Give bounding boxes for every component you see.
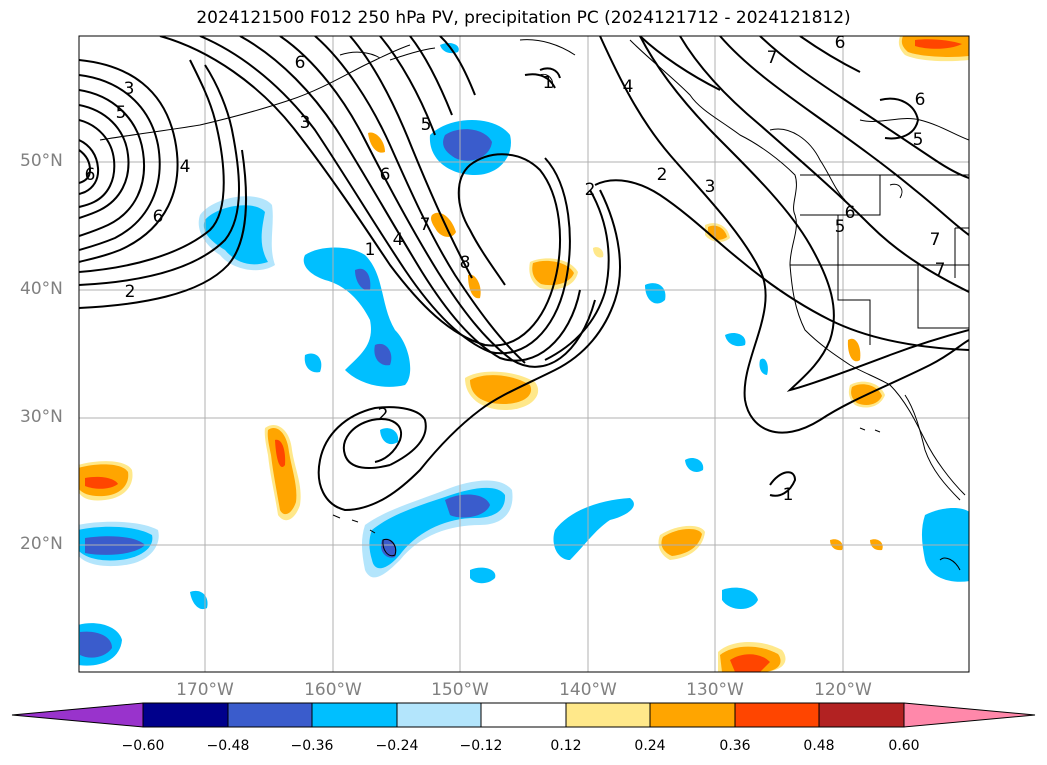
- lon-label: 140°W: [559, 680, 617, 700]
- contour-label: 7: [930, 230, 941, 250]
- colorbar-tick-label: 0.24: [634, 738, 666, 754]
- colorbar-tick-label: 0.60: [888, 738, 920, 754]
- contour-label: 3: [300, 113, 311, 133]
- contour-label: 4: [623, 77, 634, 97]
- map-frame: [78, 35, 970, 673]
- lon-label: 170°W: [176, 680, 234, 700]
- contour-label: 4: [393, 230, 404, 250]
- contour-labels: 3 5 4 6 2 6 3 5 6 7 1 4 8 1 2 3 4 2 6 7 …: [85, 33, 946, 505]
- colorbar-swatch: [649, 702, 736, 728]
- lat-label: 40°N: [20, 279, 63, 299]
- contour-label: 5: [116, 103, 127, 123]
- contour-label: 6: [295, 53, 306, 73]
- colorbar-tick-label: 0.36: [719, 738, 751, 754]
- contour-label: 2: [585, 180, 596, 200]
- lon-label: 150°W: [431, 680, 489, 700]
- contour-label: 6: [153, 207, 164, 227]
- pv-contours: [79, 36, 969, 512]
- colorbar-swatch: [565, 702, 651, 728]
- contour-label: 5: [835, 217, 846, 237]
- colorbar-tick-label: 0.48: [803, 738, 835, 754]
- lon-label: 130°W: [686, 680, 744, 700]
- lat-label: 20°N: [20, 534, 63, 554]
- contour-label: 7: [420, 215, 431, 235]
- contour-label: 3: [705, 177, 716, 197]
- lat-label: 50°N: [20, 151, 63, 171]
- map-title: 2024121500 F012 250 hPa PV, precipitatio…: [196, 8, 851, 28]
- colorbar-tick-label: −0.12: [459, 738, 503, 754]
- contour-label: 1: [365, 240, 376, 260]
- coastlines: [99, 39, 969, 571]
- contour-label: 7: [935, 260, 946, 280]
- precipitation-shading: [79, 36, 969, 672]
- contour-label: 2: [657, 165, 668, 185]
- colorbar-tick-label: −0.24: [375, 738, 419, 754]
- contour-label: 6: [845, 203, 856, 223]
- lon-label: 160°W: [304, 680, 362, 700]
- colorbar-tick-label: −0.60: [121, 738, 165, 754]
- contour-label: 1: [783, 485, 794, 505]
- colorbar-swatch: [311, 702, 398, 728]
- contour-label: 8: [460, 253, 471, 273]
- colorbar-extend-low: [11, 702, 144, 728]
- contour-label: 3: [124, 79, 135, 99]
- colorbar-swatch: [396, 702, 482, 728]
- contour-label: 6: [85, 165, 96, 185]
- contour-label: 5: [421, 115, 432, 135]
- map-plot-area: 3 5 4 6 2 6 3 5 6 7 1 4 8 1 2 3 4 2 6 7 …: [79, 33, 969, 672]
- colorbar-swatch: [818, 702, 905, 728]
- contour-label: 5: [913, 130, 924, 150]
- contour-label: 7: [767, 48, 778, 68]
- contour-label: 2: [125, 282, 136, 302]
- lon-label: 120°W: [814, 680, 872, 700]
- colorbar-swatch: [227, 702, 313, 728]
- colorbar-swatch: [734, 702, 820, 728]
- colorbar-tick-label: −0.48: [206, 738, 250, 754]
- colorbar-tick-label: 0.12: [550, 738, 582, 754]
- contour-label: 4: [180, 157, 191, 177]
- colorbar-swatch: [142, 702, 229, 728]
- contour-label: 6: [835, 33, 846, 53]
- contour-label: 1: [543, 73, 554, 93]
- contour-label: 2: [378, 405, 389, 425]
- lat-label: 30°N: [20, 407, 63, 427]
- colorbar-swatch: [480, 702, 567, 728]
- contour-label: 6: [380, 165, 391, 185]
- colorbar: [11, 702, 1036, 728]
- colorbar-tick-label: −0.36: [290, 738, 334, 754]
- contour-label: 6: [915, 90, 926, 110]
- graticule: [79, 36, 969, 672]
- colorbar-extend-high: [903, 702, 1036, 728]
